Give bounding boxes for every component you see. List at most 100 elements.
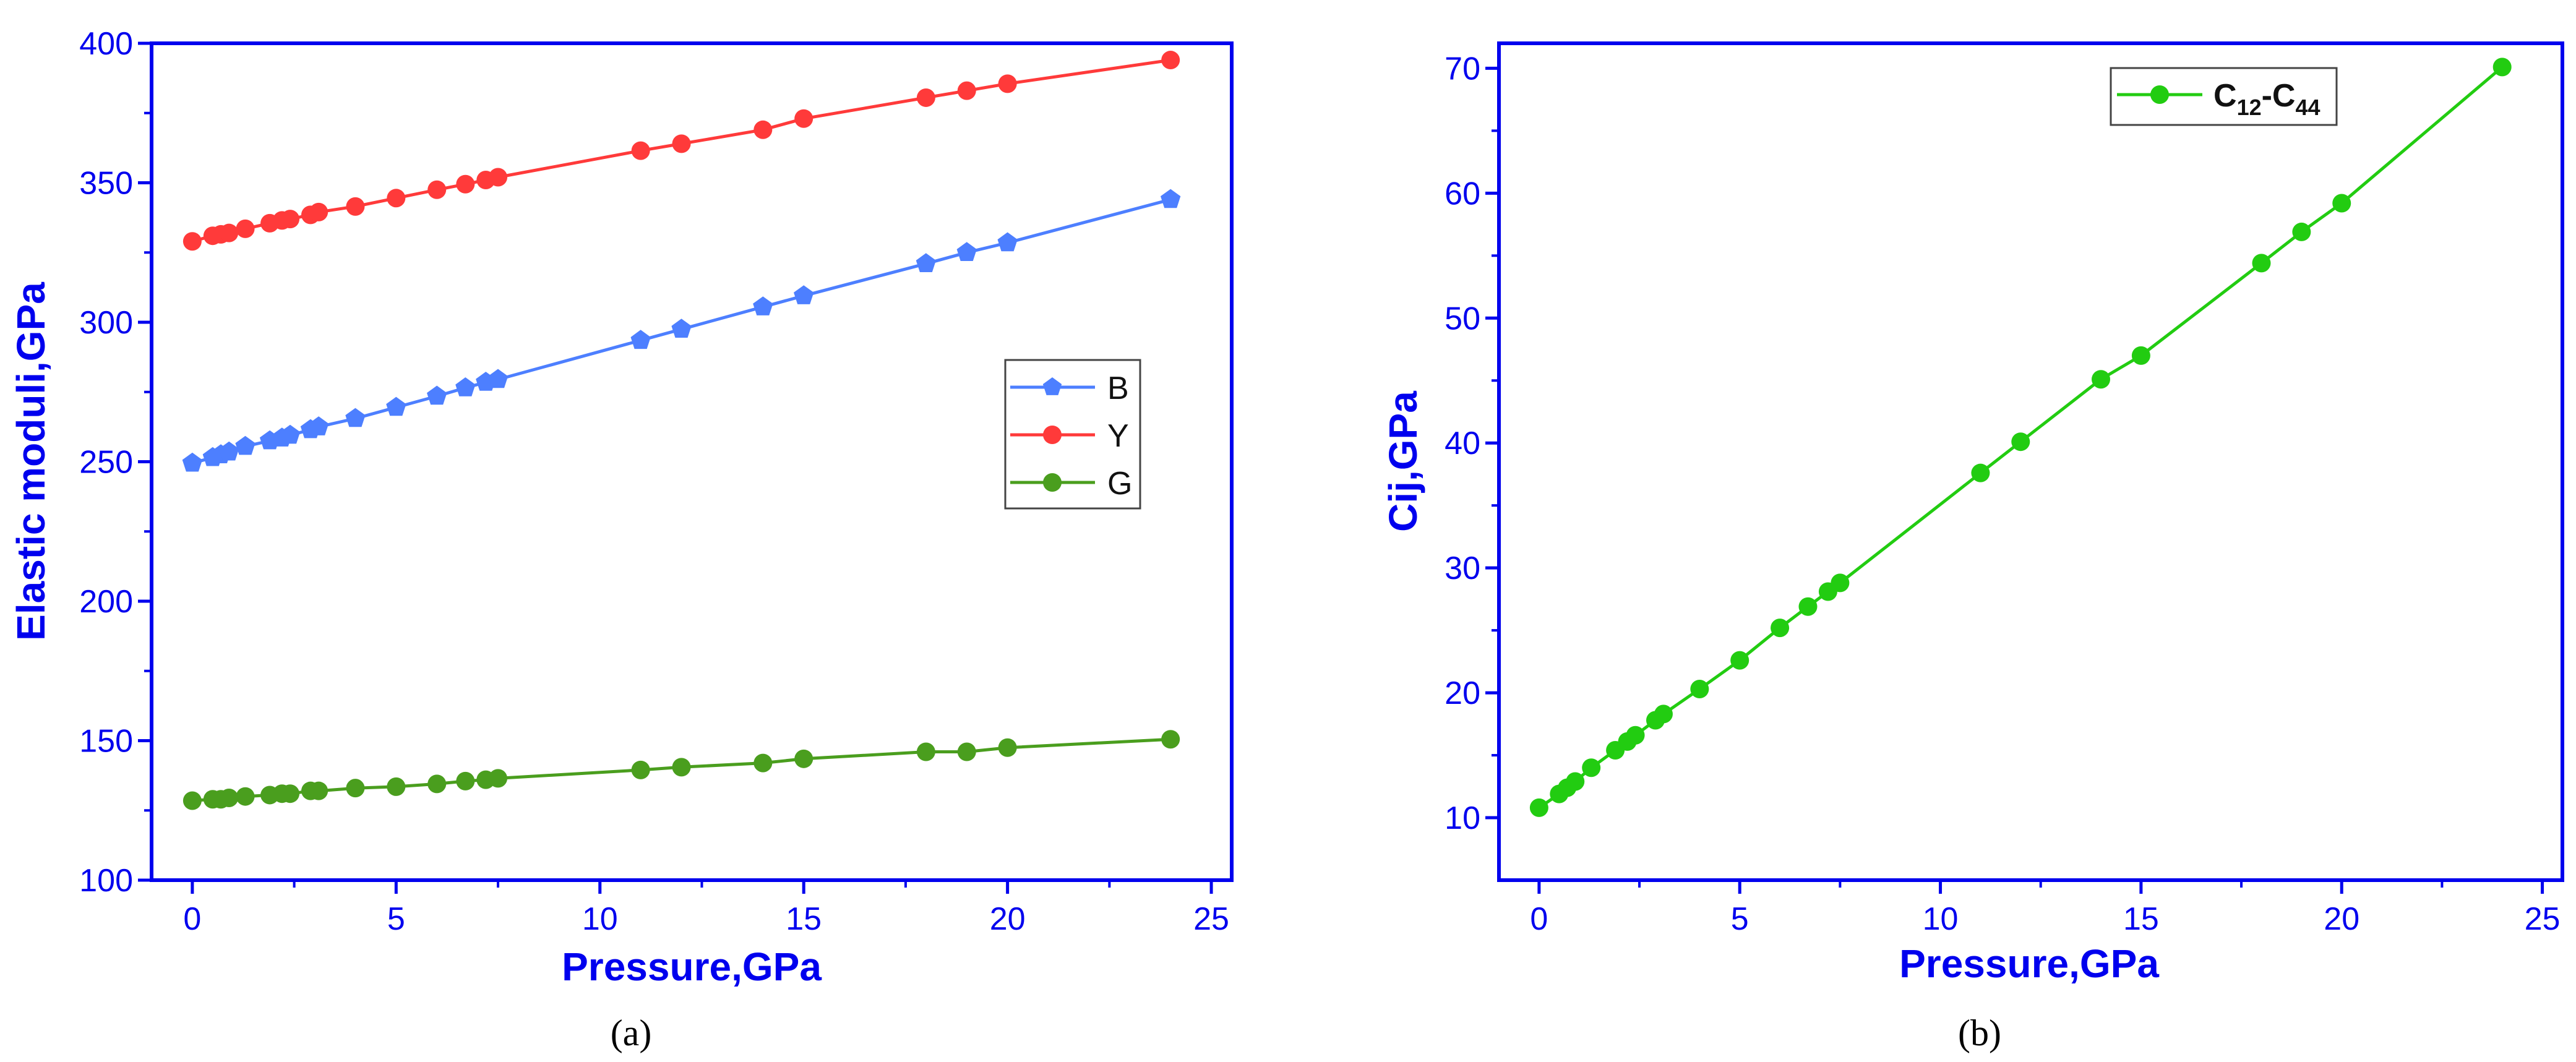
panel-b-y-tick-label: 30 — [1445, 550, 1480, 586]
legend-marker-c12-c44 — [2150, 85, 2169, 104]
series-point-y — [220, 223, 239, 242]
panel-a-y-tick-label: 250 — [79, 445, 133, 481]
legend-marker-g — [1043, 473, 1062, 492]
series-point-b — [997, 232, 1018, 252]
series-point-g — [753, 753, 773, 773]
panel-b-legend-box — [2110, 67, 2338, 126]
panel-a-x-tick-label: 0 — [183, 901, 201, 937]
panel-a-x-tick-label: 5 — [387, 901, 405, 937]
legend-marker-y — [1043, 426, 1062, 444]
series-point-y — [753, 120, 773, 139]
panel-a-x-tick-label: 25 — [1193, 901, 1229, 937]
panel-a-legend: B Y G — [1004, 359, 1141, 510]
series-point-y — [456, 174, 475, 194]
series-point-y — [1161, 51, 1180, 70]
panel-a-series-markers — [182, 51, 1181, 810]
series-point-g — [998, 738, 1017, 757]
panel-b-y-tick-label: 20 — [1445, 675, 1480, 711]
legend-item-b: B — [1010, 370, 1129, 406]
series-point-g — [794, 749, 814, 768]
panel-a-y-tick-label: 350 — [79, 166, 133, 202]
legend-label-y: Y — [1107, 418, 1129, 454]
series-point-g — [957, 742, 976, 761]
series-point-g — [236, 787, 255, 806]
series-point-c12-c44 — [2252, 254, 2271, 273]
panel-a-y-tick-label: 200 — [79, 584, 133, 620]
panel-b-y-tick-label: 40 — [1445, 426, 1480, 461]
panel-b-x-tick-label: 20 — [2324, 901, 2359, 937]
panel-b-plot-frame — [1497, 41, 2564, 882]
panel-b-chart: 0 5 10 15 20 25 10 20 30 40 50 60 70 Pressure,GPa Ci… — [1381, 41, 2564, 1053]
series-point-c12-c44 — [2492, 58, 2512, 77]
panel-b-y-tick-label: 50 — [1445, 301, 1480, 336]
series-point-y — [794, 109, 814, 128]
series-point-g — [309, 781, 328, 800]
series-point-b — [487, 369, 509, 388]
series-point-g — [916, 742, 935, 761]
series-point-b — [345, 408, 366, 427]
series-point-b — [280, 424, 301, 444]
series-point-c12-c44 — [2011, 432, 2030, 452]
legend-marker-b — [1042, 377, 1062, 395]
series-point-b — [455, 377, 476, 396]
series-point-g — [489, 769, 508, 788]
series-point-c12-c44 — [1690, 680, 1709, 699]
series-point-c12-c44 — [1771, 619, 1790, 638]
panel-b-label: (b) — [1958, 1013, 2001, 1053]
panel-b-y-tick-label: 60 — [1445, 176, 1480, 212]
legend-item-g: G — [1010, 466, 1132, 502]
series-point-g — [427, 774, 447, 794]
series-point-c12-c44 — [1626, 726, 1645, 745]
series-point-y — [427, 180, 447, 199]
legend-label-b: B — [1107, 370, 1129, 406]
series-point-g — [387, 777, 406, 796]
series-point-y — [489, 168, 508, 187]
series-point-b — [956, 242, 977, 261]
series-point-y — [346, 197, 365, 216]
panel-b-legend: C12-C44 — [2110, 67, 2338, 126]
series-point-g — [1161, 730, 1180, 749]
series-point-b — [1161, 189, 1181, 208]
panel-a-y-tick-label: 300 — [79, 305, 133, 341]
series-point-b — [630, 330, 651, 349]
series-point-b — [671, 319, 692, 338]
panel-b-ticks: 0 5 10 15 20 25 10 20 30 40 50 60 70 — [1445, 51, 2560, 937]
panel-b-x-tick-label: 15 — [2123, 901, 2159, 937]
series-point-g — [456, 771, 475, 790]
panel-a-x-axis-title: Pressure,GPa — [562, 944, 822, 989]
series-point-c12-c44 — [1798, 597, 1818, 616]
series-point-y — [998, 74, 1017, 93]
panel-b-y-tick-label: 10 — [1445, 800, 1480, 836]
series-point-g — [281, 784, 300, 803]
panel-b-x-tick-label: 10 — [1923, 901, 1959, 937]
series-point-c12-c44 — [2131, 346, 2150, 365]
panel-a-y-tick-label: 100 — [79, 863, 133, 899]
panel-b-x-tick-label: 25 — [2525, 901, 2561, 937]
panel-b-y-axis-title: Cij,GPa — [1381, 391, 1425, 532]
series-point-y — [281, 210, 300, 229]
series-point-y — [236, 219, 255, 238]
series-point-y — [957, 81, 976, 100]
series-point-y — [672, 134, 691, 153]
series-point-b — [219, 441, 239, 461]
legend-label-c12-c44: C12-C44 — [2213, 78, 2321, 120]
panel-b-x-tick-label: 5 — [1731, 901, 1749, 937]
series-point-b — [916, 253, 936, 272]
panel-a-y-tick-label: 150 — [79, 724, 133, 760]
panel-a-ticks: 0 5 10 15 20 25 100 150 200 250 300 350 400 — [79, 26, 1229, 937]
series-point-c12-c44 — [1831, 573, 1850, 593]
series-point-c12-c44 — [1971, 463, 1990, 482]
series-point-g — [182, 791, 202, 810]
panel-b-y-tick-label: 70 — [1445, 51, 1480, 87]
series-point-y — [631, 141, 650, 160]
series-point-c12-c44 — [1730, 651, 1750, 670]
series-point-y — [309, 202, 328, 221]
panel-a-y-axis-title: Elastic moduli,GPa — [9, 282, 53, 641]
series-point-b — [386, 396, 406, 416]
series-point-c12-c44 — [2092, 370, 2111, 389]
panel-a-y-tick-label: 400 — [79, 26, 133, 62]
panel-a-label: (a) — [611, 1013, 652, 1053]
series-point-c12-c44 — [1529, 798, 1548, 817]
series-point-c12-c44 — [2292, 222, 2311, 241]
